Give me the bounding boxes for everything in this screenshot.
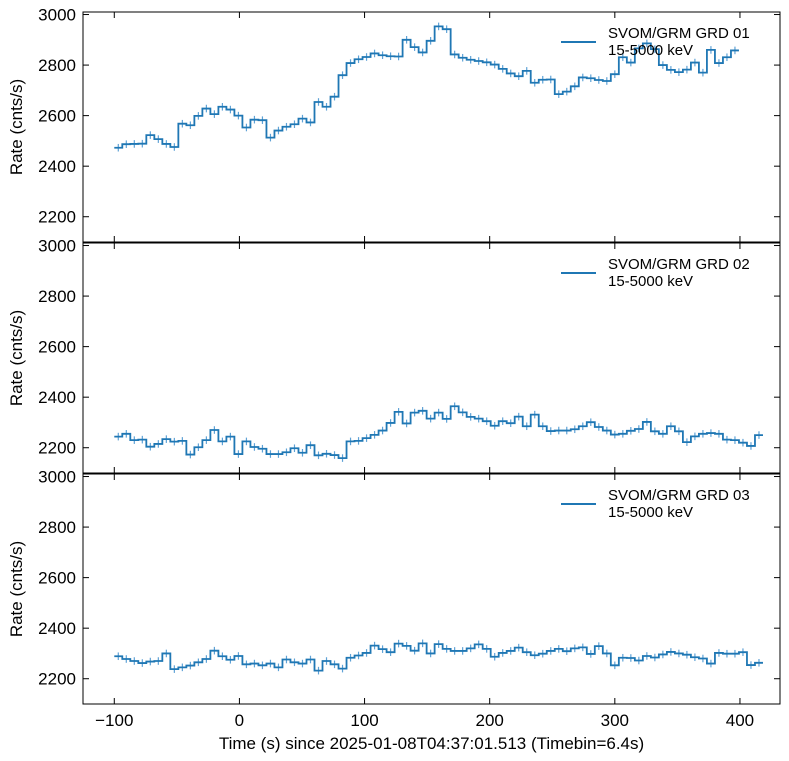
panel-3: 2200 2400 2600 2800 3000 Rate (cnts/s) SVOM/GR…	[7, 468, 781, 705]
legend-series-label: SVOM/GRM GRD 03	[608, 487, 750, 504]
panel-2: 2200 2400 2600 2800 3000 Rate (cnts/s) SVOM/GR…	[7, 237, 781, 474]
rate-step-line	[114, 642, 763, 672]
y-tick-label: 2400	[38, 619, 76, 638]
rate-step-line	[114, 405, 763, 459]
x-tick-label: 400	[726, 711, 754, 730]
y-axis-label: Rate (cnts/s)	[7, 310, 26, 406]
legend-series-label: SVOM/GRM GRD 01	[608, 25, 750, 42]
panel-frame	[82, 11, 781, 243]
y-tick-label: 3000	[38, 237, 76, 256]
y-tick-label: 2200	[38, 439, 76, 458]
legend-band-label: 15-5000 keV	[608, 42, 693, 59]
x-tick-label: 300	[601, 711, 629, 730]
x-tick-label: −100	[95, 711, 133, 730]
y-tick-label: 2200	[38, 208, 76, 227]
y-tick-label: 2800	[38, 287, 76, 306]
y-tick-label: 2400	[38, 157, 76, 176]
legend-series-label: SVOM/GRM GRD 02	[608, 256, 750, 273]
y-tick-label: 2600	[38, 107, 76, 126]
y-axis-label: Rate (cnts/s)	[7, 541, 26, 637]
x-tick-label: 0	[235, 711, 244, 730]
y-tick-label: 2400	[38, 388, 76, 407]
y-tick-label: 3000	[38, 468, 76, 487]
legend-band-label: 15-5000 keV	[608, 504, 693, 521]
y-tick-label: 3000	[38, 6, 76, 25]
y-tick-label: 2800	[38, 56, 76, 75]
y-tick-label: 2600	[38, 569, 76, 588]
panel-1: 2200 2400 2600 2800 3000 Rate (cnts/s) SVOM/GR…	[7, 6, 781, 243]
x-tick-label: 200	[476, 711, 504, 730]
y-tick-label: 2600	[38, 338, 76, 357]
y-tick-label: 2200	[38, 670, 76, 689]
legend-band-label: 15-5000 keV	[608, 273, 693, 290]
x-tick-label: 100	[350, 711, 378, 730]
rate-step-line	[114, 25, 739, 149]
y-tick-label: 2800	[38, 518, 76, 537]
panel-frame	[82, 242, 781, 474]
x-axis-label: Time (s) since 2025-01-08T04:37:01.513 (…	[219, 734, 644, 753]
panel-frame	[82, 473, 781, 705]
y-axis-label: Rate (cnts/s)	[7, 79, 26, 175]
